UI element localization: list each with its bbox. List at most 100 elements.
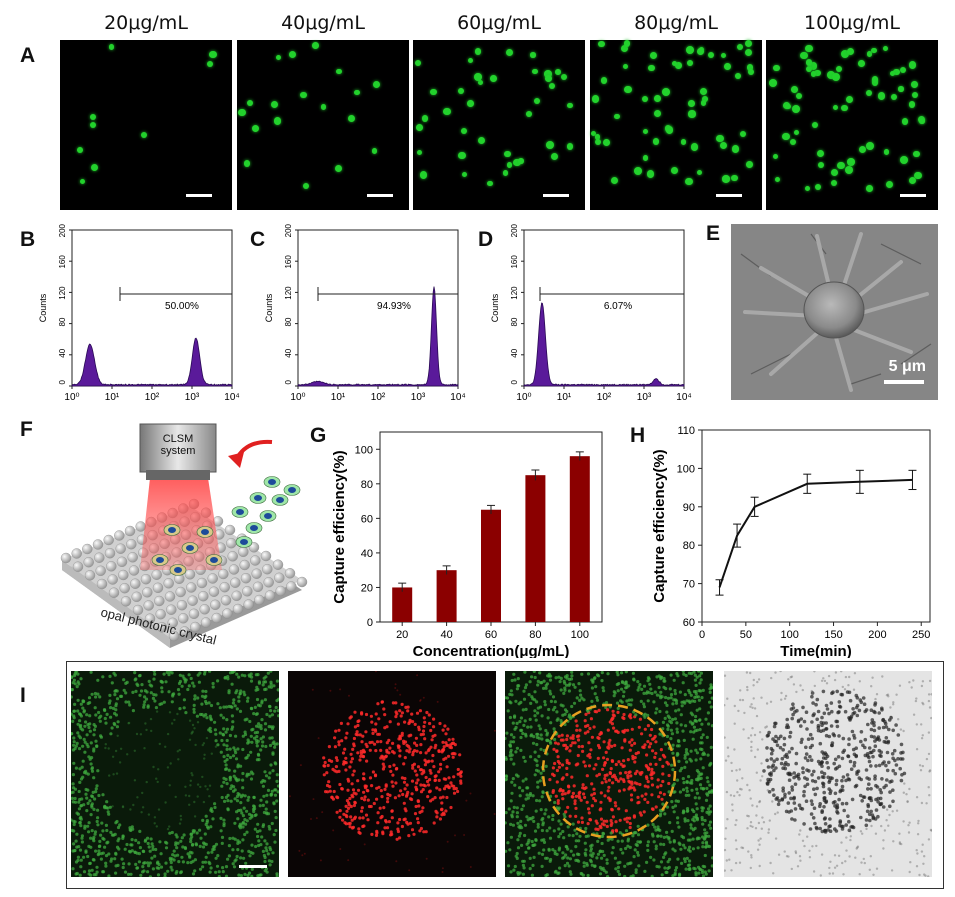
speckle [838, 819, 843, 823]
speckle [840, 671, 843, 673]
speckle [899, 728, 903, 731]
speckle [253, 731, 257, 735]
speckle [348, 716, 352, 720]
speckle [417, 728, 421, 732]
speckle [546, 738, 550, 742]
speckle [360, 796, 364, 800]
opal-sphere [284, 568, 296, 579]
speckle [779, 734, 783, 739]
speckle [78, 767, 82, 771]
speckle [878, 796, 883, 801]
speckle [220, 738, 224, 743]
speckle [691, 847, 695, 851]
speckle [822, 677, 825, 680]
speckle [71, 688, 74, 692]
speckle [201, 743, 204, 747]
speckle [264, 687, 268, 691]
speckle [668, 687, 672, 691]
speckle [132, 803, 135, 807]
speckle [94, 849, 98, 853]
speckle [113, 832, 117, 836]
speckle [827, 734, 832, 739]
speckle [793, 807, 798, 811]
speckle [415, 749, 419, 753]
speckle [648, 682, 652, 686]
speckle [244, 756, 248, 760]
speckle [915, 723, 918, 726]
speckle [692, 819, 696, 823]
speckle [272, 684, 276, 688]
speckle [220, 841, 224, 845]
speckle [618, 818, 622, 822]
speckle [859, 830, 863, 833]
y-tick-label: 0 [510, 379, 519, 384]
speckle [505, 736, 507, 741]
speckle [512, 805, 516, 809]
speckle [724, 827, 728, 830]
speckle [173, 854, 177, 858]
speckle [243, 674, 247, 678]
speckle [265, 800, 269, 804]
speckle [432, 821, 436, 825]
opal-sphere [239, 559, 250, 571]
speckle [685, 786, 689, 790]
speckle [353, 710, 357, 714]
speckle [646, 800, 650, 804]
x-tick-label: 10¹ [557, 392, 572, 403]
opal-sphere [103, 534, 114, 546]
speckle [920, 684, 924, 688]
speckle [553, 800, 557, 805]
speckle [541, 790, 545, 794]
speckle [883, 721, 888, 726]
speckle [387, 738, 391, 742]
speckle [205, 716, 209, 720]
speckle [90, 868, 94, 872]
speckle [178, 673, 182, 677]
speckle [110, 681, 114, 685]
speckle [96, 678, 100, 682]
speckle [759, 779, 762, 782]
speckle [668, 840, 672, 844]
speckle [196, 721, 200, 724]
speckle [140, 811, 143, 814]
speckle [689, 730, 693, 734]
speckle [361, 755, 366, 759]
panel-label-g: G [310, 424, 327, 447]
speckle [780, 797, 785, 801]
speckle [616, 673, 620, 677]
speckle [459, 774, 463, 778]
speckle [204, 814, 208, 818]
speckle [516, 821, 520, 825]
speckle [427, 759, 431, 763]
speckle [674, 799, 678, 803]
speckle [146, 836, 150, 840]
speckle [80, 840, 84, 844]
speckle [189, 779, 192, 782]
speckle [737, 709, 740, 713]
speckle [755, 771, 758, 774]
speckle [589, 717, 593, 721]
speckle [401, 792, 405, 797]
speckle [88, 714, 92, 718]
speckle [77, 747, 82, 751]
speckle [515, 851, 519, 856]
speckle [89, 836, 93, 840]
speckle [754, 827, 758, 830]
speckle [615, 701, 620, 705]
speckle [524, 732, 528, 736]
speckle [592, 796, 596, 801]
speckle [398, 734, 402, 738]
speckle [845, 836, 848, 839]
speckle [691, 828, 695, 832]
speckle [659, 842, 663, 846]
speckle [263, 698, 267, 702]
speckle [73, 747, 77, 751]
speckle [680, 700, 684, 704]
speckle [684, 867, 688, 871]
speckle [888, 813, 891, 817]
speckle [705, 776, 709, 780]
speckle [870, 685, 873, 688]
speckle [452, 791, 457, 795]
speckle [113, 711, 117, 716]
